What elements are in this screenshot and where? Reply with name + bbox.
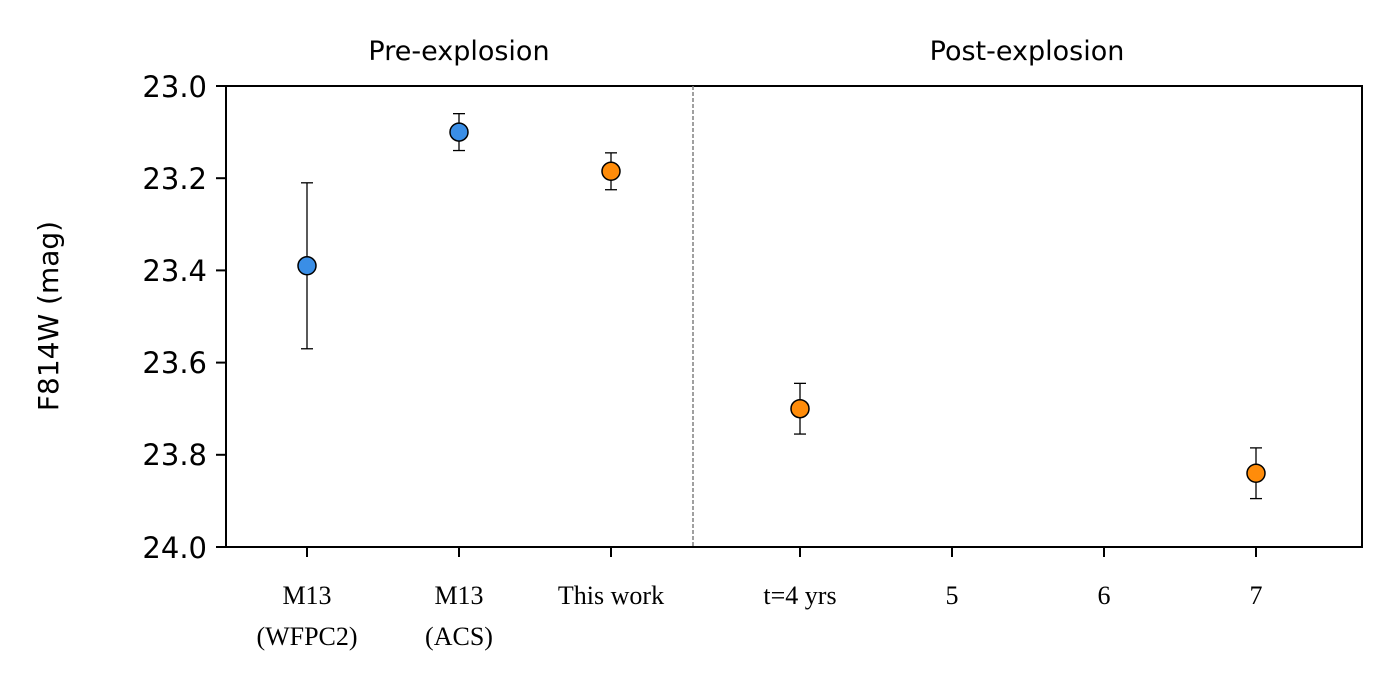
y-axis-label: F814W (mag) <box>32 221 65 411</box>
data-points <box>297 113 1266 500</box>
xtick-label: (WFPC2) <box>256 622 357 651</box>
ytick-label: 23.2 <box>142 162 207 196</box>
ytick-label: 23.8 <box>142 438 207 472</box>
section-title-pre: Pre-explosion <box>368 36 549 67</box>
plot-area <box>225 85 1363 548</box>
data-point <box>790 398 810 419</box>
section-title-post: Post-explosion <box>930 36 1125 67</box>
ytick-label: 23.0 <box>142 70 207 104</box>
ytick-label: 24.0 <box>142 531 207 565</box>
ytick-label: 23.6 <box>142 346 207 380</box>
data-point <box>449 122 469 142</box>
data-point <box>1246 463 1266 483</box>
plot-frame <box>225 85 1363 548</box>
data-point <box>601 161 621 182</box>
xtick-label: 5 <box>946 581 959 610</box>
xtick-label: 6 <box>1098 581 1111 610</box>
xtick-label: M13 <box>282 581 331 610</box>
xtick-label: 7 <box>1250 581 1263 610</box>
y-ticks: 23.0 23.2 23.4 23.6 23.8 24.0 <box>142 70 226 565</box>
xtick-label: (ACS) <box>425 622 493 651</box>
data-point <box>297 256 317 276</box>
xtick-label: t=4 yrs <box>763 581 836 610</box>
xtick-label: M13 <box>434 581 483 610</box>
ytick-label: 23.4 <box>142 254 207 288</box>
xtick-label: This work <box>558 581 664 610</box>
x-ticks: M13 (WFPC2) M13 (ACS) This work t=4 yrs … <box>256 547 1263 651</box>
